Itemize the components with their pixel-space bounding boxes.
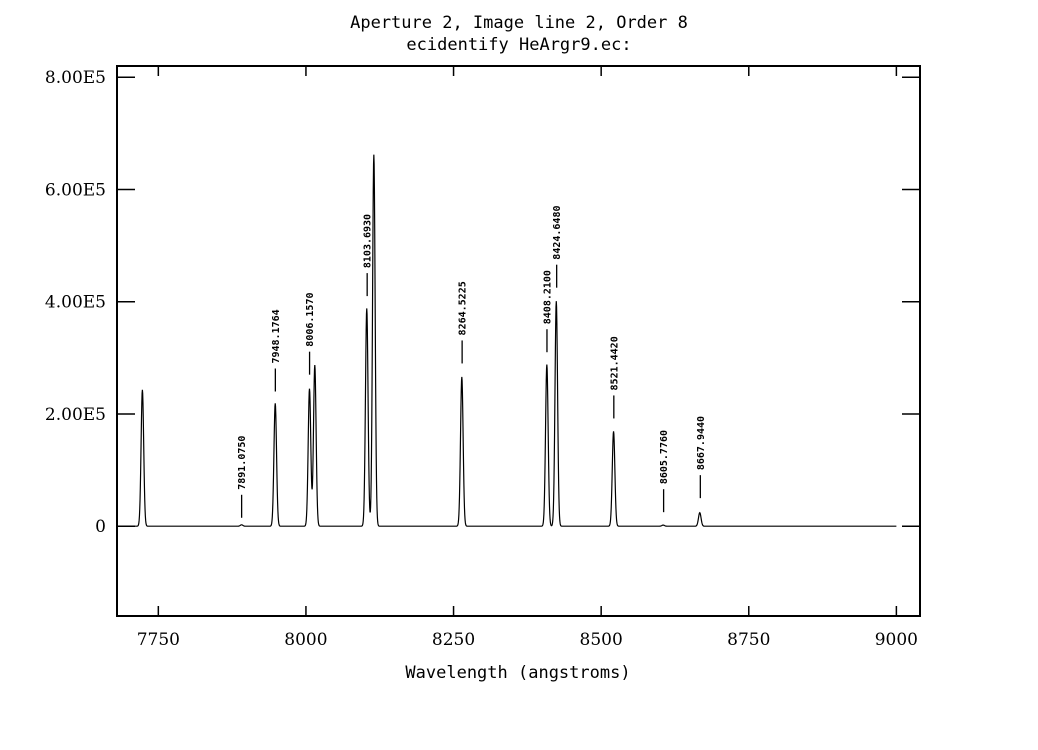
x-tick-label: 8500 (580, 630, 623, 650)
spectrum-line (131, 154, 897, 527)
identified-line-label: 8667.9440 (696, 416, 707, 470)
x-tick-label: 8750 (727, 630, 770, 650)
x-tick-label: 9000 (875, 630, 918, 650)
chart-subtitle: ecidentify HeArgr9.ec: (406, 35, 631, 55)
x-tick-label: 7750 (137, 630, 180, 650)
y-tick-label: 2.00E5 (45, 405, 106, 425)
plot-frame (116, 65, 921, 617)
y-tick-label: 8.00E5 (45, 68, 106, 88)
identified-line-label: 8605.7760 (659, 430, 670, 484)
chart-title: Aperture 2, Image line 2, Order 8 (350, 13, 688, 33)
x-tick-label: 8000 (284, 630, 327, 650)
identified-line-label: 8103.6930 (363, 214, 374, 268)
x-axis-label: Wavelength (angstroms) (405, 663, 630, 683)
x-tick-label: 8250 (432, 630, 475, 650)
identified-lines: 7891.0750 7948.1764 8006.1570 8103.6930 8264… (237, 205, 707, 518)
identified-line-label: 8521.4420 (609, 336, 620, 390)
y-tick-label: 4.00E5 (45, 293, 106, 313)
spectrum-series (131, 154, 897, 527)
y-tick-label: 6.00E5 (45, 180, 106, 200)
y-tick-label: 0 (95, 517, 106, 537)
identified-line-label: 7891.0750 (237, 436, 248, 490)
identified-line-label: 8424.6480 (552, 205, 563, 259)
axis-ticks: 7750 8000 8250 8500 8750 9000 0 2.00E5 4.00E5 6.0… (45, 66, 920, 650)
identified-line-label: 8408.2100 (542, 270, 553, 324)
identified-line-label: 8006.1570 (305, 292, 316, 346)
identified-line-label: 8264.5225 (458, 281, 469, 335)
identified-line-label: 7948.1764 (271, 309, 282, 363)
